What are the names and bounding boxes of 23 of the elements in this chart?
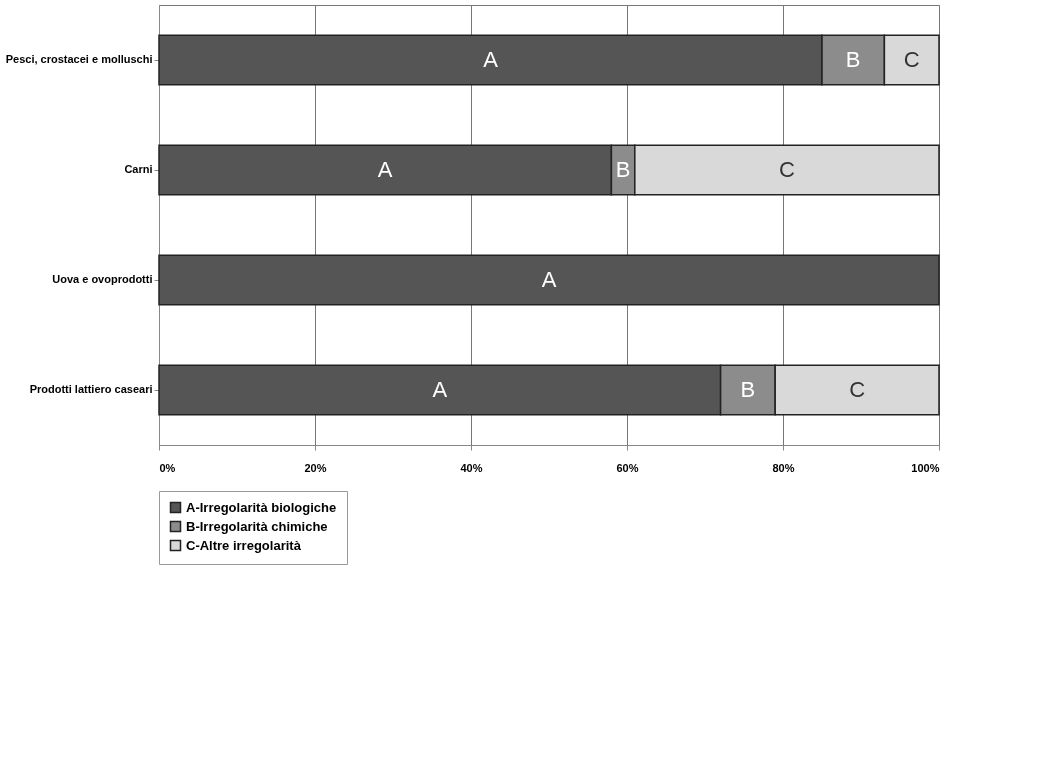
- y-tick-label: Prodotti lattiero caseari: [29, 383, 153, 395]
- data-label: C: [849, 377, 866, 402]
- x-tick-label: 20%: [304, 461, 327, 474]
- legend-label: A-Irregolarità biologiche: [186, 499, 337, 515]
- data-label: A: [432, 377, 448, 402]
- y-tick-label: Uova e ovoprodotti: [52, 273, 153, 285]
- data-label: B: [740, 377, 756, 402]
- data-label: C: [903, 47, 920, 72]
- legend-label: B-Irregolarità chimiche: [186, 518, 328, 534]
- legend-label: C-Altre irregolarità: [186, 537, 302, 553]
- data-label: C: [778, 157, 795, 182]
- x-tick-label: 80%: [772, 461, 795, 474]
- x-tick-label: 60%: [616, 461, 639, 474]
- data-label: B: [845, 47, 861, 72]
- y-tick-label: Carni: [124, 163, 153, 175]
- data-label: A: [483, 47, 499, 72]
- data-label: B: [615, 157, 631, 182]
- data-label: A: [541, 267, 557, 292]
- x-tick-label: 100%: [911, 461, 940, 474]
- x-tick-label: 0%: [159, 461, 176, 474]
- y-tick-label: Pesci, crostacei e molluschi: [5, 53, 153, 65]
- x-tick-label: 40%: [460, 461, 483, 474]
- data-label: A: [377, 157, 393, 182]
